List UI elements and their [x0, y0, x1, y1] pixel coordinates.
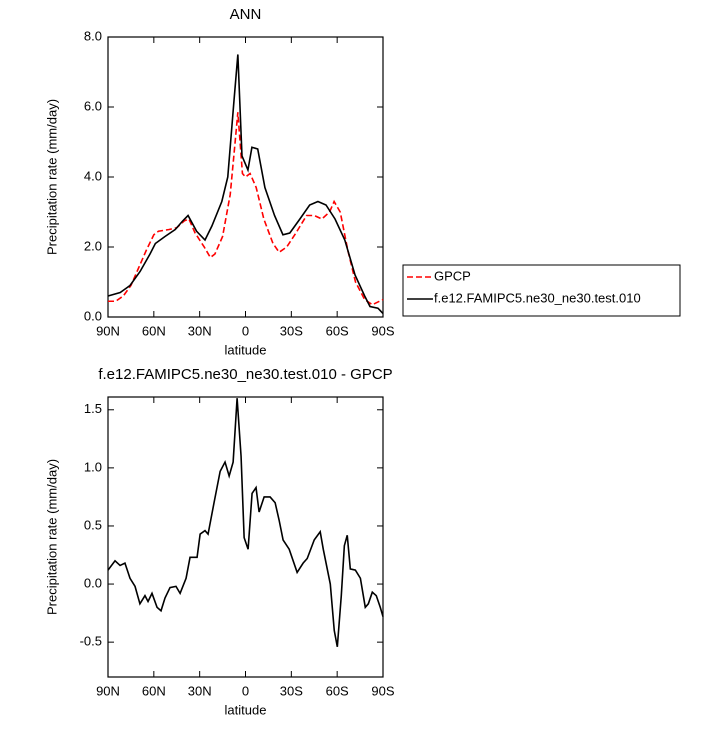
x-tick-label: 30S [280, 683, 303, 698]
x-tick-label: 60S [326, 323, 349, 338]
y-tick-label: 1.5 [84, 401, 102, 416]
legend-label: f.e12.FAMIPC5.ne30_ne30.test.010 [434, 290, 641, 305]
y-tick-label: 1.0 [84, 459, 102, 474]
y-axis-label: Precipitation rate (mm/day) [44, 99, 59, 255]
x-axis-label: latitude [225, 342, 267, 357]
y-tick-label: 2.0 [84, 238, 102, 253]
y-tick-label: 0.0 [84, 575, 102, 590]
legend-label: GPCP [434, 268, 471, 283]
y-tick-label: 0.5 [84, 517, 102, 532]
y-tick-label: 0.0 [84, 308, 102, 323]
y-axis-label: Precipitation rate (mm/day) [44, 459, 59, 615]
x-tick-label: 0 [242, 683, 249, 698]
plot-frame [107, 396, 384, 678]
x-tick-label: 30S [280, 323, 303, 338]
data-line [108, 112, 384, 306]
chart-title: f.e12.FAMIPC5.ne30_ne30.test.010 - GPCP [98, 366, 392, 383]
data-line [107, 54, 384, 315]
x-tick-label: 60S [326, 683, 349, 698]
legend-box [402, 264, 681, 317]
y-tick-label: -0.5 [80, 634, 102, 649]
y-tick-label: 4.0 [84, 168, 102, 183]
data-line [107, 398, 384, 647]
x-tick-label: 60N [142, 683, 166, 698]
y-tick-label: 8.0 [84, 28, 102, 43]
plot-frame [107, 36, 384, 318]
x-tick-label: 90S [371, 683, 394, 698]
x-tick-label: 30N [188, 683, 212, 698]
x-tick-label: 60N [142, 323, 166, 338]
x-axis-label: latitude [225, 702, 267, 717]
x-tick-label: 30N [188, 323, 212, 338]
x-tick-label: 0 [242, 323, 249, 338]
x-tick-label: 90N [96, 683, 120, 698]
x-tick-label: 90N [96, 323, 120, 338]
x-tick-label: 90S [371, 323, 394, 338]
y-tick-label: 6.0 [84, 98, 102, 113]
chart-title: ANN [230, 6, 262, 23]
